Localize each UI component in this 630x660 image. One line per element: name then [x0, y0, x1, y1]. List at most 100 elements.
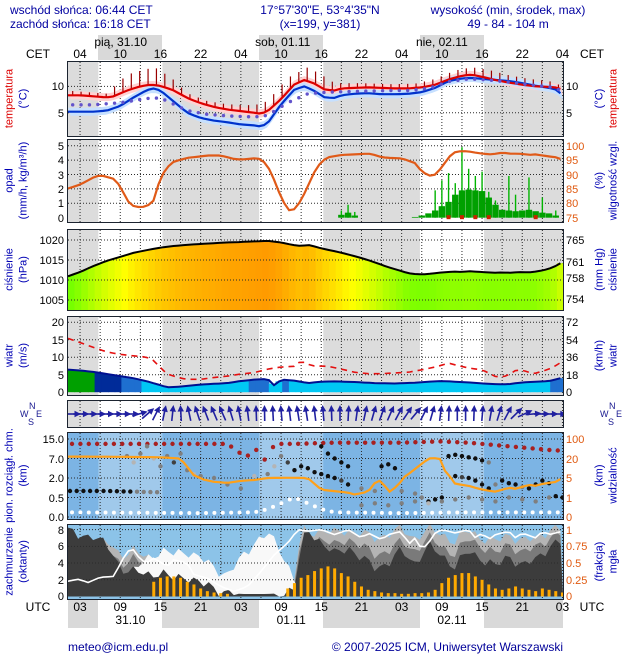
- tick-right-fog: 0.75: [566, 541, 588, 554]
- top-date-label: pią, 31.10: [94, 35, 148, 49]
- tick-left-wind: 0: [57, 387, 64, 400]
- sun-info: wschód słońca: 06:44 CET zachód słońca: …: [10, 3, 153, 31]
- tick-left-precip: 4: [57, 155, 64, 168]
- tick-left-precip: 0: [57, 212, 64, 225]
- bottom-axis-night-box: [162, 600, 260, 628]
- tick-right-humidity: 80: [566, 198, 579, 211]
- bottom-axis-night-box: [484, 600, 564, 628]
- bottom-hour-label: 03: [394, 600, 409, 614]
- grid-point-text: (x=199, y=381): [279, 17, 361, 31]
- tick-right-visibility: 20: [566, 453, 579, 466]
- top-date-label: nie, 02.11: [415, 35, 468, 49]
- tick-right-pressure: 754: [566, 294, 585, 307]
- bottom-hour-label: 15: [153, 600, 168, 614]
- tick-right-humidity: 75: [566, 212, 579, 225]
- compass-n: N: [609, 401, 616, 411]
- tick-left-cloudiness: 8: [57, 524, 64, 537]
- tick-left-cloudiness: 6: [57, 541, 64, 554]
- altitude-values: 49 - 84 - 104 m: [467, 17, 549, 31]
- axis-title-cloudiness-left: zachmurzenie: [3, 527, 16, 596]
- tick-right-fog: 0: [566, 591, 573, 604]
- tick-right-wind: 36: [566, 352, 579, 365]
- tick-left-pressure: 1005: [39, 295, 64, 307]
- top-date-label: sob, 01.11: [255, 35, 311, 49]
- tick-right-pressure: 761: [566, 256, 585, 269]
- tick-right-fog: 1: [566, 524, 573, 537]
- tick-left-temp: 5: [57, 107, 64, 120]
- tick-left-wind: 15: [51, 334, 64, 347]
- bottom-date-label: 02.11: [437, 613, 467, 627]
- tick-left-precip: 3: [57, 169, 64, 182]
- cloud-extent-visibility-panel-plot: [67, 432, 564, 520]
- pressure-panel-plot: [67, 229, 564, 311]
- sunset-text: zachód słońca: 16:18 CET: [10, 17, 151, 31]
- location-info: 17°57'30"E, 53°4'35"N (x=199, y=381): [215, 3, 425, 31]
- tick-right-wind: 0: [566, 387, 573, 400]
- tick-left-wind: 20: [51, 317, 64, 330]
- tick-right-visibility: 100: [566, 434, 585, 446]
- tick-left-cloudext: 2.0: [48, 473, 64, 485]
- bottom-date-label: 01.11: [276, 613, 306, 627]
- tick-left-cloudext: 15.0: [42, 434, 64, 446]
- tick-right-temp: 10: [566, 81, 579, 94]
- tick-right-visibility: 0: [566, 512, 573, 524]
- bottom-date-label: 31.10: [115, 613, 146, 627]
- top-hour-label: 10: [274, 47, 288, 61]
- top-hour-label: 22: [515, 47, 529, 61]
- top-hour-label: 22: [193, 47, 208, 61]
- precipitation-humidity-panel-plot: [67, 139, 564, 223]
- bottom-hour-label: 09: [274, 600, 288, 614]
- tick-right-humidity: 85: [566, 183, 579, 196]
- temperature-panel-plot: [67, 61, 564, 137]
- tick-right-humidity: 95: [566, 155, 579, 168]
- compass-w: W: [20, 409, 29, 419]
- tick-left-cloudiness: 2: [57, 574, 64, 587]
- contact-email-link[interactable]: meteo@icm.edu.pl: [68, 640, 169, 654]
- tick-left-cloudiness: 0: [57, 591, 64, 604]
- wind-direction-strip-plot: [67, 400, 564, 428]
- tick-right-wind: 18: [566, 369, 579, 382]
- top-hour-label: 04: [555, 47, 570, 61]
- tick-left-pressure: 1020: [39, 235, 64, 247]
- tick-left-precip: 2: [57, 183, 64, 196]
- top-axis-day-box: [259, 35, 324, 60]
- tick-left-cloudext: 0.0: [48, 512, 64, 524]
- compass-n: N: [29, 401, 36, 411]
- top-axis-day-box: [419, 35, 485, 60]
- compass-s: S: [28, 417, 35, 427]
- tick-left-temp: 10: [51, 81, 64, 94]
- bottom-hour-label: 21: [515, 600, 529, 614]
- axis-unit-fog-right: (frakcja): [593, 541, 606, 582]
- top-hour-label: 22: [354, 47, 369, 61]
- tick-right-pressure: 765: [566, 235, 585, 248]
- bottom-axis-night-box: [68, 600, 99, 628]
- top-hour-label: 04: [234, 47, 248, 61]
- tick-right-pressure: 758: [566, 272, 585, 285]
- bottom-hour-label: 21: [354, 600, 369, 614]
- bottom-scale-label-left: UTC: [25, 600, 51, 614]
- tick-left-cloudiness: 4: [57, 558, 64, 571]
- bottom-hour-label: 09: [435, 600, 449, 614]
- compass-e: E: [616, 409, 623, 419]
- tick-right-humidity: 90: [566, 169, 579, 182]
- tick-right-wind: 54: [566, 334, 579, 347]
- altitude-info: wysokość (min, środek, max) 49 - 84 - 10…: [392, 3, 624, 31]
- top-scale-label-right: CET: [580, 47, 604, 61]
- top-axis-day-box: [98, 35, 163, 60]
- top-hour-label: 16: [153, 47, 168, 61]
- tick-right-visibility: 5: [566, 473, 573, 485]
- axis-title-fog-right: mgła: [607, 549, 620, 574]
- top-scale-label-left: CET: [26, 47, 50, 61]
- top-hour-label: 10: [113, 47, 127, 61]
- bottom-hour-label: 15: [475, 600, 489, 614]
- bottom-axis-night-box: [323, 600, 420, 628]
- tick-right-temp: 5: [566, 107, 573, 120]
- bottom-hour-label: 21: [193, 600, 208, 614]
- bottom-hour-label: 03: [234, 600, 248, 614]
- axis-unit-cloudiness-left: (oktanty): [17, 540, 30, 583]
- tick-left-cloudext: 0.5: [48, 492, 64, 505]
